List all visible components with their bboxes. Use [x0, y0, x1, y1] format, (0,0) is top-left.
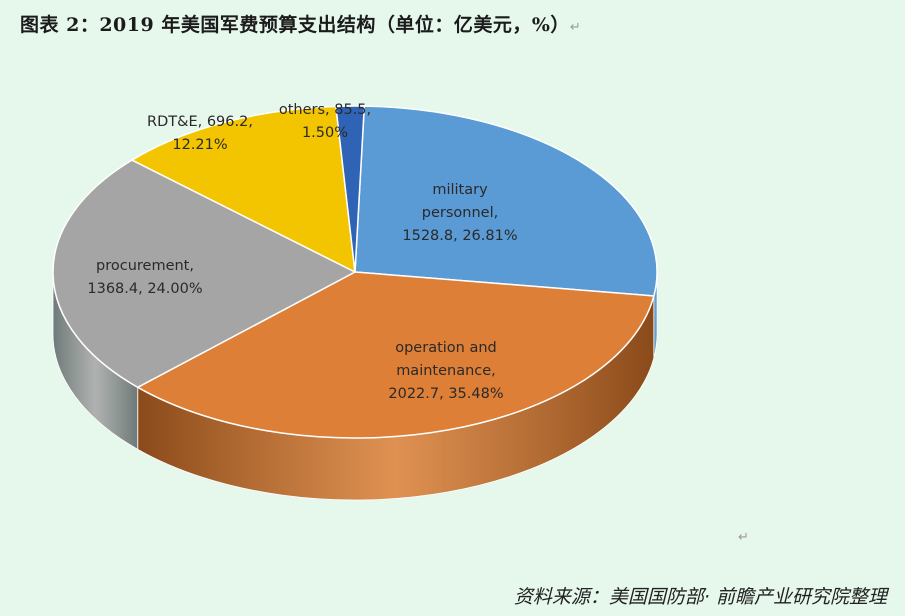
pie-slice-military-personnel [354, 105, 658, 297]
pie-slice-others [335, 105, 366, 273]
data-label-procurement: procurement, 1368.4, 24.00% [87, 258, 202, 297]
pie-slices [52, 105, 658, 439]
pie-labels: military personnel, 1528.8, 26.81% operatio… [87, 102, 517, 402]
data-label-military-personnel: military personnel, 1528.8, 26.81% [402, 182, 517, 244]
data-label-others: others, 85.5, 1.50% [279, 102, 371, 141]
pie-slice-operation-and-maintenance [136, 271, 655, 439]
data-label-rdt-e: RDT&E, 696.2, 12.21% [147, 114, 253, 153]
return-mark: ↵ [569, 20, 582, 35]
data-label-operation-and-maintenance: operation and maintenance, 2022.7, 35.48% [388, 340, 503, 402]
paragraph-mark: ↵ [738, 530, 749, 545]
pie-slice-rdt-e [131, 105, 356, 273]
pie-slice-procurement [52, 159, 356, 389]
chart-title: 图表 2：2019 年美国军费预算支出结构（单位：亿美元，%）↵ [20, 10, 581, 37]
chart-title-text: 图表 2：2019 年美国军费预算支出结构（单位：亿美元，%） [20, 14, 570, 36]
source-note: 资料来源：美国国防部· 前瞻产业研究院整理 [513, 586, 887, 608]
